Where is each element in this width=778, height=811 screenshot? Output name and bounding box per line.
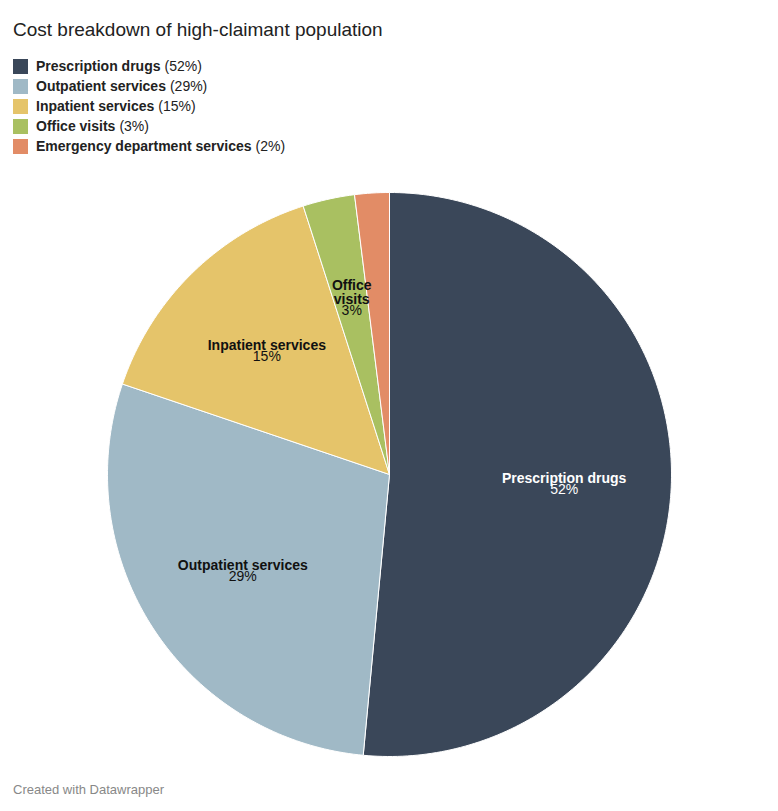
- svg-text:3%: 3%: [342, 302, 362, 318]
- svg-text:15%: 15%: [253, 348, 281, 364]
- svg-text:29%: 29%: [229, 568, 257, 584]
- svg-text:52%: 52%: [550, 481, 578, 497]
